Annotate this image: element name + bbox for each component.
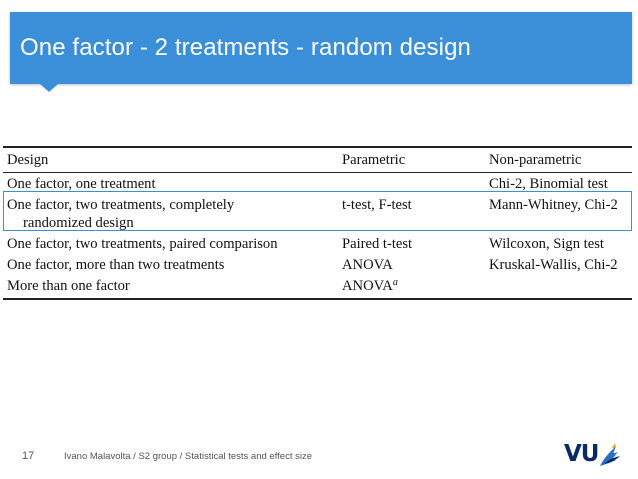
slide-title: One factor - 2 treatments - random desig… [20,34,471,61]
row-2-nonparametric: Wilcoxon, Sign test [489,236,604,252]
table-top-rule [3,146,632,148]
row-2-design: One factor, two treatments, paired compa… [7,236,278,252]
title-banner [10,12,632,84]
row-3-parametric: ANOVA [342,257,393,273]
row-1-parametric: t-test, F-test [342,197,412,213]
row-4-parametric-text: ANOVA [342,278,393,294]
row-1-design-cont: randomized design [23,215,134,231]
footer-text: Ivano Malavolta / S2 group / Statistical… [64,451,313,462]
row-1-design: One factor, two treatments, completely [7,197,235,213]
row-3-design: One factor, more than two treatments [7,257,225,273]
row-1-nonparametric: Mann-Whitney, Chi-2 [489,197,618,213]
header-nonparametric: Non-parametric [489,152,582,168]
row-4-design: More than one factor [7,278,130,294]
vu-logo-text: VU [564,441,599,467]
header-parametric: Parametric [342,152,406,168]
row-0-nonparametric: Chi-2, Binomial test [489,176,608,192]
row-4-footnote-marker: a [392,277,398,288]
header-design: Design [7,152,49,168]
row-0-design: One factor, one treatment [7,176,156,192]
griffin-icon [600,443,620,466]
row-3-nonparametric: Kruskal-Wallis, Chi-2 [489,257,618,273]
table-bottom-rule [3,298,632,300]
row-4-parametric: ANOVAa [342,277,398,295]
page-number: 17 [22,450,35,462]
title-banner-pointer [40,84,58,92]
table-header-rule [3,172,632,173]
row-2-parametric: Paired t-test [342,236,413,252]
highlight-box-row-1 [3,191,632,231]
vu-logo: VU [564,440,626,470]
